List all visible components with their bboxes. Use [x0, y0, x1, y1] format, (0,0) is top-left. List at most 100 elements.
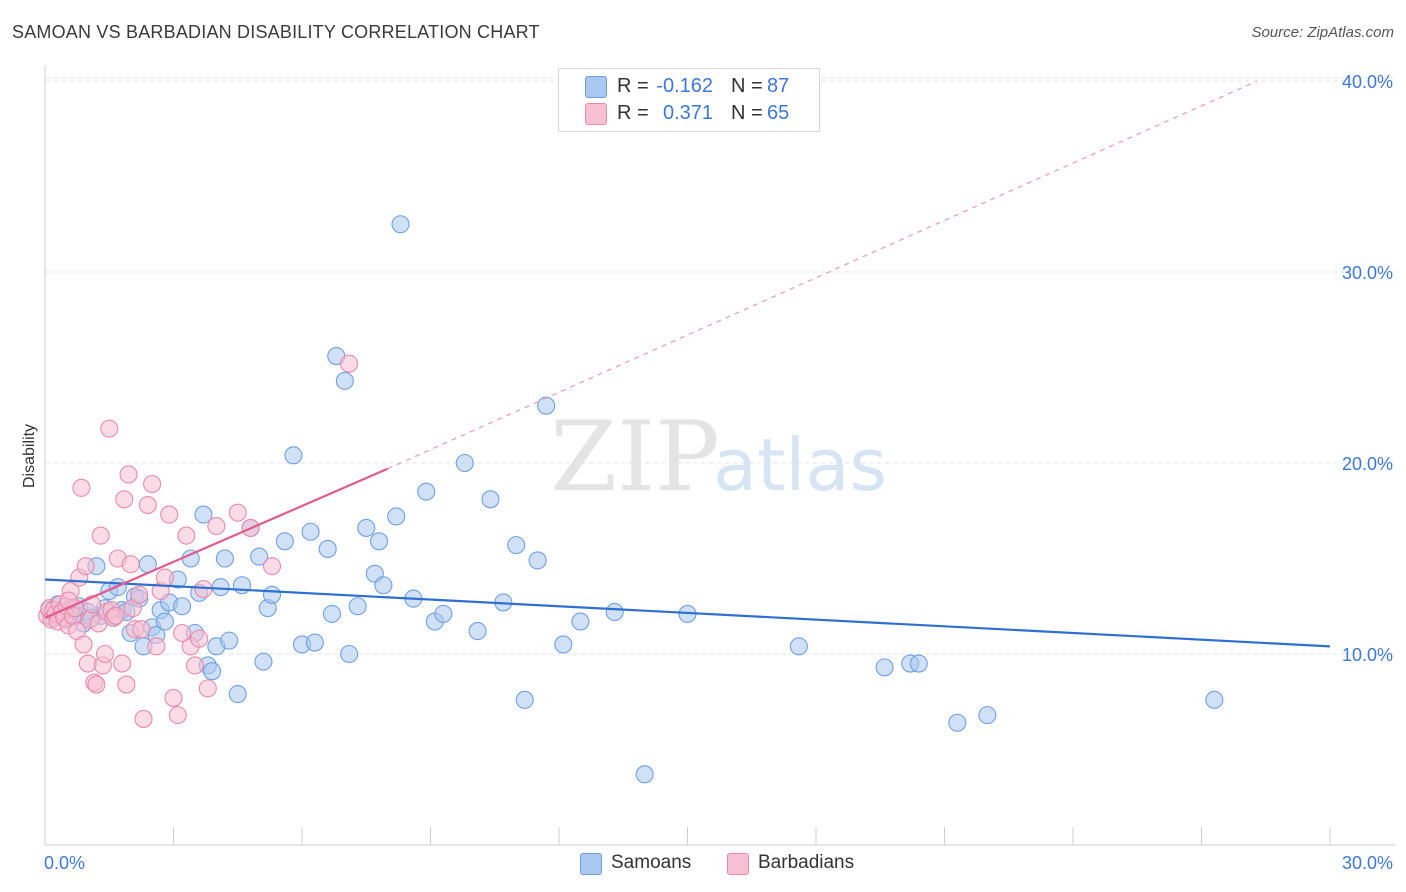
barbadian-point	[185, 656, 204, 675]
barbadian-point	[91, 526, 110, 545]
barbadian-point	[95, 644, 115, 664]
gridlines	[45, 77, 1395, 655]
watermark-zip: ZIP	[550, 401, 719, 513]
samoan-point	[262, 585, 282, 604]
legend-n-value: 87	[767, 75, 790, 97]
samoan-point	[537, 396, 556, 415]
samoan-trend-line	[44, 578, 1331, 648]
bottom-legend-swatch-samoans	[580, 853, 602, 875]
barbadian-point	[160, 505, 179, 524]
legend-swatch-barbadians	[585, 103, 607, 125]
legend-r-label: R =	[617, 102, 649, 124]
barbadian-point	[76, 557, 95, 576]
samoan-point	[340, 644, 359, 664]
barbadian-point	[168, 706, 187, 725]
barbadian-point	[262, 557, 282, 576]
samoan-point	[220, 631, 239, 650]
samoan-point	[374, 576, 393, 595]
barbadian-point	[147, 637, 166, 656]
x-tick-label: 30.0%	[1342, 853, 1393, 873]
barbadian-point	[340, 354, 359, 373]
samoan-point	[909, 654, 928, 673]
samoan-point	[357, 518, 376, 537]
legend-row-samoans: R = -0.162 N = 87	[559, 74, 819, 100]
samoan-point	[554, 635, 573, 654]
legend-n-label: N =	[731, 75, 763, 97]
samoan-point	[155, 612, 174, 631]
legend: R = -0.162 N = 87 R = 0.371 N = 65	[558, 68, 820, 132]
samoan-point	[215, 549, 234, 568]
legend-n-label: N =	[731, 102, 763, 124]
data-points	[38, 215, 1224, 784]
samoan-point	[571, 612, 590, 631]
samoan-point	[417, 482, 436, 501]
bottom-legend-swatch-barbadians	[727, 853, 749, 875]
legend-r-value: 0.371	[662, 102, 713, 124]
samoan-point	[211, 578, 230, 597]
legend-row-barbadians: R = 0.371 N = 65	[559, 101, 819, 127]
barbadian-point	[143, 474, 162, 494]
samoan-point	[232, 576, 252, 595]
trend-lines	[44, 80, 1331, 648]
source-label: Source: ZipAtlas.com	[1251, 24, 1394, 41]
barbadian-point	[117, 675, 136, 694]
bottom-legend-samoans: Samoans	[580, 852, 720, 876]
samoan-point	[875, 658, 894, 677]
barbadian-trend-line	[44, 467, 389, 619]
samoan-point	[254, 652, 273, 671]
barbadian-point	[130, 585, 149, 604]
barbadian-point	[190, 629, 209, 648]
legend-swatch-samoans	[585, 76, 607, 98]
samoan-point	[370, 532, 389, 551]
y-tick-label: 20.0%	[1342, 454, 1393, 474]
samoan-point	[1205, 690, 1224, 709]
barbadian-point	[164, 688, 183, 707]
samoan-point	[507, 536, 526, 555]
y-tick-label: 40.0%	[1342, 72, 1393, 92]
samoan-point	[387, 507, 406, 526]
samoan-point	[318, 539, 337, 559]
samoan-point	[434, 604, 453, 623]
samoan-point	[228, 685, 247, 704]
samoan-point	[515, 690, 534, 709]
barbadian-point	[87, 675, 106, 694]
barbadian-point	[138, 495, 157, 515]
legend-r-label: R =	[617, 75, 649, 97]
barbadian-trend-line-extension	[387, 80, 1258, 470]
tick-labels: 10.0% 20.0% 30.0% 40.0% 0.0% 30.0%	[44, 72, 1393, 873]
barbadian-point	[78, 654, 97, 673]
barbadian-point	[177, 526, 196, 545]
barbadian-point	[155, 568, 174, 587]
samoan-point	[605, 602, 624, 622]
barbadian-point	[100, 419, 119, 438]
samoan-point	[301, 522, 320, 541]
axes	[44, 66, 1395, 846]
barbadian-point	[228, 503, 247, 522]
barbadian-point	[134, 709, 153, 728]
samoan-point	[978, 706, 997, 725]
y-tick-label: 30.0%	[1342, 263, 1393, 283]
samoan-point	[322, 604, 342, 623]
barbadian-point	[115, 490, 134, 509]
barbadian-point	[198, 679, 217, 698]
samoan-point	[173, 597, 192, 616]
samoan-point	[194, 505, 213, 524]
bottom-legend-label-samoans: Samoans	[611, 852, 692, 873]
samoan-point	[250, 547, 269, 566]
samoan-point	[275, 532, 294, 551]
samoan-point	[335, 371, 354, 390]
barbadian-point	[119, 465, 138, 484]
samoan-point	[305, 633, 324, 652]
x-tick-label: 0.0%	[44, 853, 85, 873]
watermark-atlas: atlas	[713, 423, 887, 507]
bottom-legend-label-barbadians: Barbadians	[758, 852, 855, 873]
watermark: ZIP atlas	[550, 401, 887, 513]
samoan-point	[528, 551, 547, 570]
barbadian-point	[173, 623, 192, 643]
chart-title: SAMOAN VS BARBADIAN DISABILITY CORRELATI…	[12, 22, 540, 42]
samoan-point	[348, 597, 367, 616]
legend-r-value: -0.162	[656, 75, 713, 97]
samoan-point	[948, 713, 967, 732]
bottom-legend-barbadians: Barbadians	[727, 852, 887, 876]
